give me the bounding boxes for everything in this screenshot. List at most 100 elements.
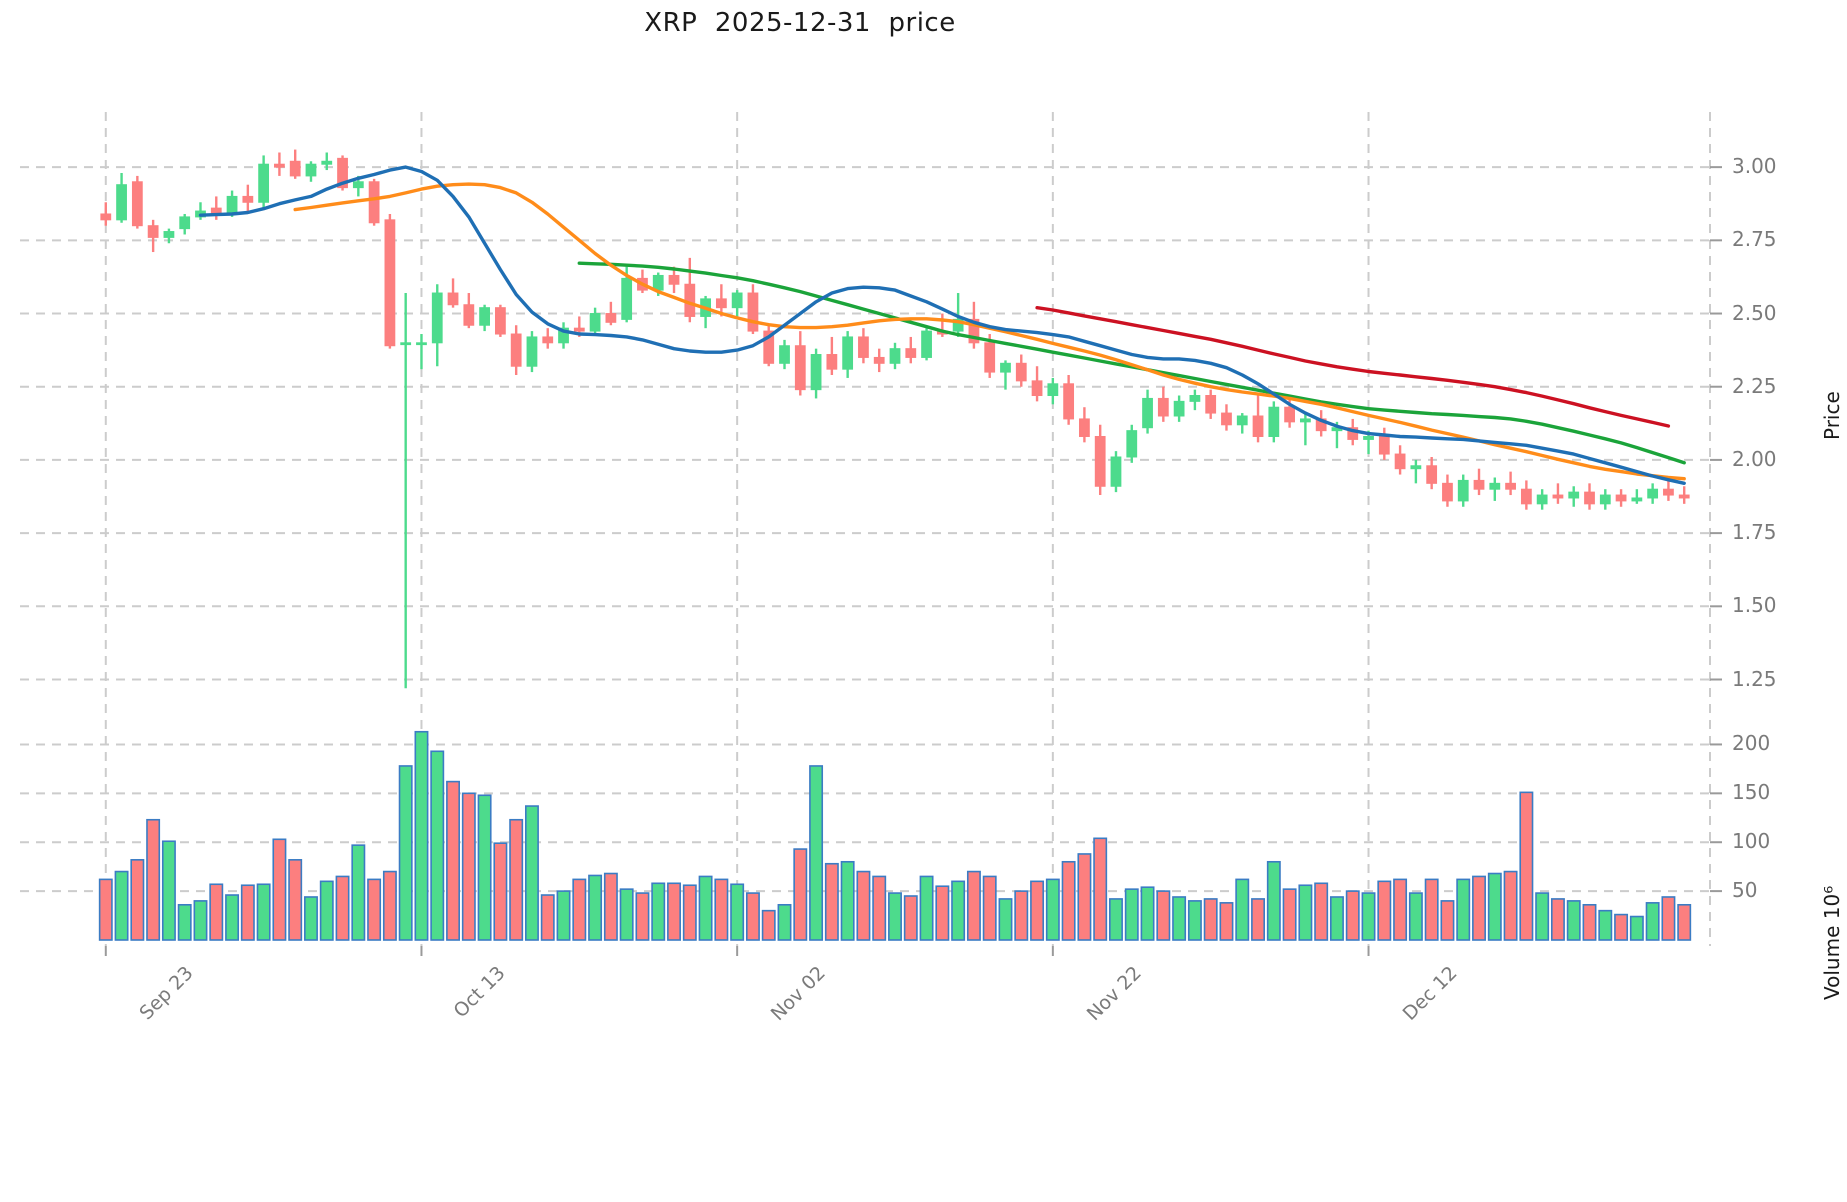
volume-bar [682, 884, 697, 941]
volume-bar [966, 870, 981, 941]
volume-bar [382, 870, 397, 941]
volume-bar [1661, 896, 1676, 941]
candle-body [779, 345, 790, 364]
candle-body [1678, 494, 1690, 499]
candle-body [242, 195, 254, 203]
candle-body [1378, 435, 1390, 455]
volume-bar [1377, 880, 1392, 941]
candle-body [1347, 427, 1359, 440]
volume-bar [367, 878, 382, 941]
candle-body [131, 181, 143, 227]
candle-body [921, 330, 932, 358]
volume-bar [130, 859, 145, 941]
volume-bar [872, 875, 887, 941]
candle-body [605, 313, 617, 323]
candle-body [447, 292, 459, 306]
candle-body [1236, 415, 1248, 426]
volume-bar [114, 870, 129, 941]
volume-bar [1045, 878, 1060, 941]
volume-bar [1156, 890, 1171, 941]
volume-bar [146, 818, 161, 941]
volume-bar [888, 892, 902, 941]
candle-body [968, 318, 980, 344]
candle-body [1110, 456, 1122, 487]
volume-bar [477, 794, 492, 941]
volume-bar [1503, 870, 1518, 941]
candle-body [337, 157, 348, 189]
volume-bar [619, 888, 634, 941]
candle-body [1394, 453, 1406, 470]
candle-body [1663, 488, 1674, 496]
volume-bar [730, 883, 745, 941]
volume-bar [1598, 909, 1613, 941]
candle-body [1299, 418, 1311, 423]
price-tick-label: 2.50 [1732, 300, 1777, 325]
volume-bar [793, 848, 808, 941]
volume-bar [430, 750, 445, 941]
volume-tick-label: 50 [1732, 878, 1758, 903]
candle-body [100, 213, 112, 221]
candle-body [1426, 465, 1438, 484]
volume-bar [1014, 890, 1029, 941]
volume-bar [603, 872, 618, 941]
volume-bar [398, 765, 413, 941]
volume-bar [1077, 853, 1092, 941]
candle-body [258, 163, 270, 203]
volume-bar [1172, 896, 1187, 941]
price-tick-label: 3.00 [1732, 154, 1777, 179]
volume-bar [1614, 913, 1629, 941]
candle-body [1221, 412, 1232, 426]
volume-bar [761, 909, 776, 941]
volume-bar [667, 882, 681, 941]
volume-bar [1629, 915, 1644, 941]
candle-body [810, 354, 822, 391]
candle-body [952, 318, 964, 332]
candle-body [147, 225, 159, 238]
volume-bar [414, 730, 429, 941]
volume-bar [193, 900, 208, 941]
candle-body [305, 163, 317, 177]
volume-bar [161, 840, 176, 941]
volume-bar [903, 895, 918, 941]
candle-body [1047, 383, 1059, 397]
volume-bar [982, 875, 997, 941]
candle-body [747, 292, 759, 332]
candle-body [494, 307, 506, 335]
volume-bar [1061, 860, 1076, 941]
candle-body [731, 292, 743, 309]
volume-bar [1582, 903, 1597, 941]
price-axis-label: Price [1820, 391, 1844, 440]
volume-bar [256, 883, 271, 941]
volume-bar [1408, 892, 1423, 941]
candle-body [1363, 435, 1374, 440]
candle-body [589, 313, 601, 332]
candle-body [1173, 400, 1185, 417]
volume-bar [1203, 898, 1218, 941]
candle-body [1079, 418, 1090, 437]
candle-body [1647, 488, 1659, 499]
candle-body [1000, 362, 1011, 373]
volume-bar [1393, 878, 1408, 941]
volume-bar [1124, 888, 1139, 941]
gridlines [20, 112, 1711, 946]
candle-body [1473, 479, 1485, 490]
candle-body [1520, 488, 1532, 505]
volume-bar [1566, 900, 1581, 941]
volume-bar [840, 860, 855, 941]
candle-body [1552, 494, 1564, 499]
chart-title: XRP 2025-12-31 price [644, 8, 956, 38]
candle-body [1505, 482, 1516, 490]
candle-body [1063, 383, 1075, 420]
volume-bar [998, 898, 1013, 941]
volume-bar [1298, 884, 1313, 941]
volume-bar [525, 805, 539, 941]
price-tick-label: 2.00 [1732, 446, 1777, 471]
ma-slowest-line [1035, 306, 1671, 428]
candle-body [384, 219, 396, 347]
candle-body [431, 292, 443, 344]
candle-body [842, 336, 854, 370]
candle-body [179, 216, 191, 230]
